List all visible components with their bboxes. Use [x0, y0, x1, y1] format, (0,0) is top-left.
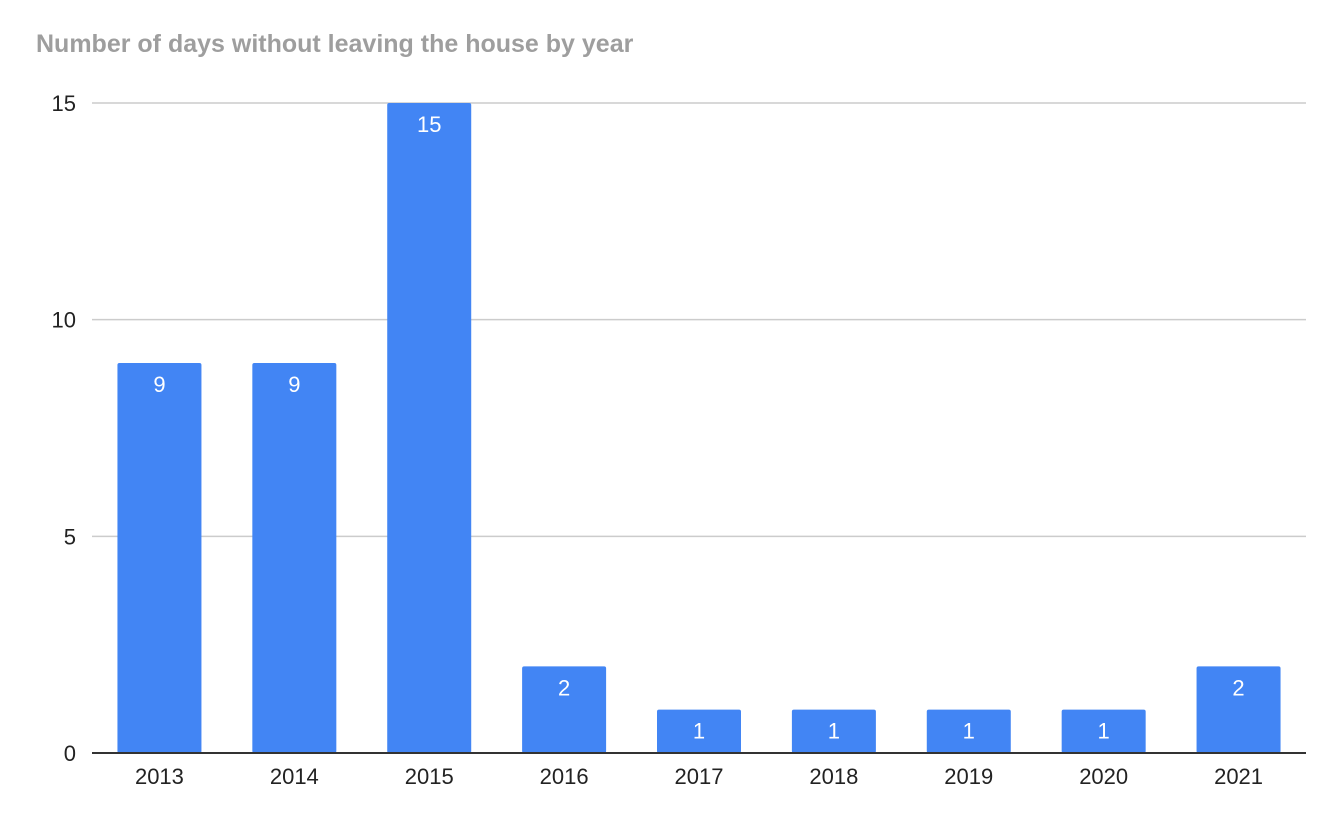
data-label: 9: [153, 372, 165, 397]
x-tick-label: 2020: [1079, 764, 1128, 789]
data-label: 1: [828, 719, 840, 744]
bars: [117, 103, 1281, 753]
data-label: 2: [1232, 675, 1244, 700]
y-tick-label: 10: [52, 308, 76, 333]
bar: [1061, 709, 1146, 753]
x-tick-label: 2013: [135, 764, 184, 789]
bar: [522, 666, 607, 753]
bar: [117, 363, 202, 753]
x-tick-label: 2021: [1214, 764, 1263, 789]
bar: [791, 709, 876, 753]
data-label: 9: [288, 372, 300, 397]
x-tick-label: 2018: [809, 764, 858, 789]
x-tick-label: 2016: [540, 764, 589, 789]
bar: [252, 363, 337, 753]
data-label: 2: [558, 675, 570, 700]
data-label: 15: [417, 112, 441, 137]
x-tick-label: 2015: [405, 764, 454, 789]
y-tick-label: 5: [64, 524, 76, 549]
x-tick-label: 2017: [675, 764, 724, 789]
chart-title: Number of days without leaving the house…: [36, 30, 634, 58]
bar: [387, 103, 472, 753]
data-label: 1: [963, 719, 975, 744]
bar: [1196, 666, 1281, 753]
y-tick-label: 15: [52, 91, 76, 116]
x-tick-label: 2014: [270, 764, 319, 789]
labels: 0 5 10 15 9 2013 9 2014 15 2015 2 2016 1 2017 1 2018 1 20…: [52, 91, 1264, 789]
x-tick-label: 2019: [944, 764, 993, 789]
bar: [926, 709, 1011, 753]
bar: [657, 709, 741, 753]
data-label: 1: [693, 719, 705, 744]
data-label: 1: [1098, 719, 1110, 744]
y-tick-label: 0: [64, 741, 76, 766]
